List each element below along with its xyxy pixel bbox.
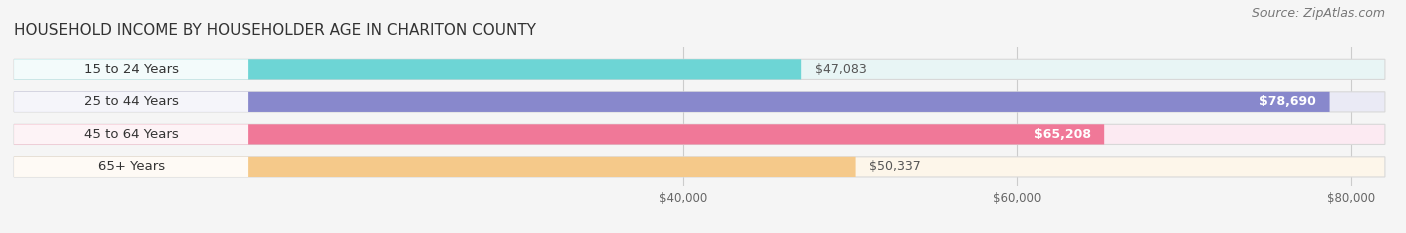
Text: 15 to 24 Years: 15 to 24 Years <box>83 63 179 76</box>
FancyBboxPatch shape <box>14 59 801 79</box>
FancyBboxPatch shape <box>14 157 856 177</box>
FancyBboxPatch shape <box>14 124 1104 144</box>
Text: $78,690: $78,690 <box>1260 95 1316 108</box>
Text: Source: ZipAtlas.com: Source: ZipAtlas.com <box>1251 7 1385 20</box>
FancyBboxPatch shape <box>14 92 247 112</box>
Text: $65,208: $65,208 <box>1033 128 1091 141</box>
FancyBboxPatch shape <box>14 92 1385 112</box>
Text: 25 to 44 Years: 25 to 44 Years <box>83 95 179 108</box>
Text: 65+ Years: 65+ Years <box>97 160 165 173</box>
FancyBboxPatch shape <box>14 157 247 177</box>
FancyBboxPatch shape <box>14 157 1385 177</box>
FancyBboxPatch shape <box>14 92 1330 112</box>
FancyBboxPatch shape <box>14 59 247 79</box>
Text: 45 to 64 Years: 45 to 64 Years <box>84 128 179 141</box>
FancyBboxPatch shape <box>14 124 1385 144</box>
Text: $50,337: $50,337 <box>869 160 921 173</box>
Text: $47,083: $47,083 <box>814 63 866 76</box>
Text: HOUSEHOLD INCOME BY HOUSEHOLDER AGE IN CHARITON COUNTY: HOUSEHOLD INCOME BY HOUSEHOLDER AGE IN C… <box>14 24 536 38</box>
FancyBboxPatch shape <box>14 124 247 144</box>
FancyBboxPatch shape <box>14 59 1385 79</box>
